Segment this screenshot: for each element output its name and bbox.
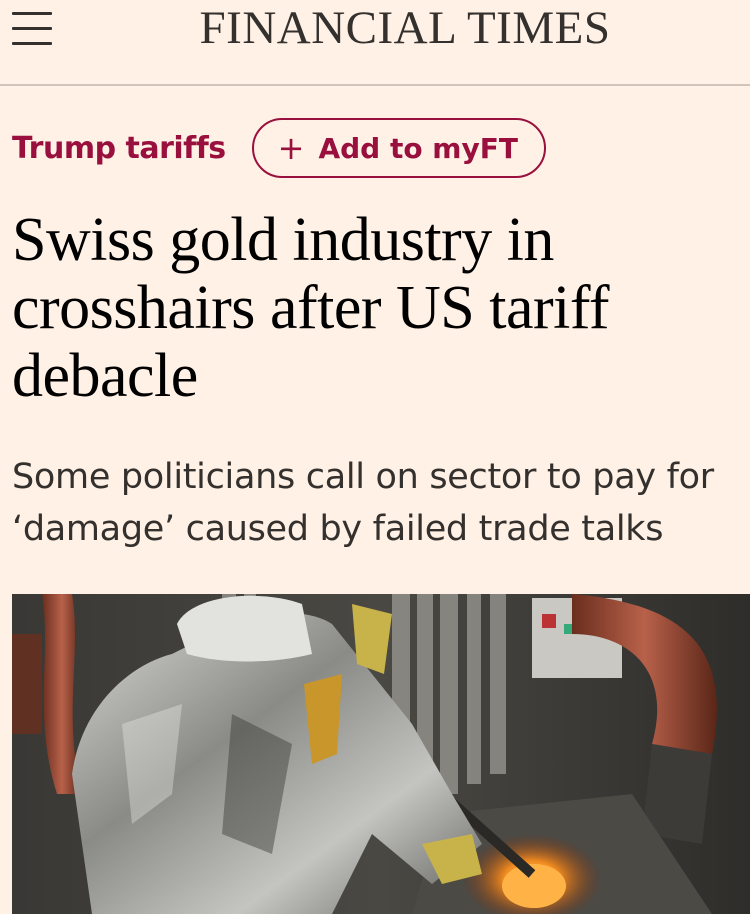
add-to-myft-button[interactable]: + Add to myFT — [251, 118, 546, 178]
add-to-myft-label: Add to myFT — [318, 131, 518, 165]
plus-icon: + — [277, 129, 305, 167]
masthead-logo[interactable]: FINANCIAL TIMES — [199, 2, 611, 54]
hamburger-menu-icon[interactable] — [12, 8, 54, 50]
topic-row: Trump tariffs + Add to myFT — [12, 117, 546, 179]
topic-link[interactable]: Trump tariffs — [12, 130, 226, 166]
foundry-worker-photo — [12, 594, 750, 914]
article-headline: Swiss gold industry in crosshairs after … — [12, 206, 610, 410]
article-standfirst: Some politicians call on sector to pay f… — [12, 457, 714, 549]
article-hero-image — [12, 594, 750, 914]
site-header: FINANCIAL TIMES — [0, 0, 750, 86]
